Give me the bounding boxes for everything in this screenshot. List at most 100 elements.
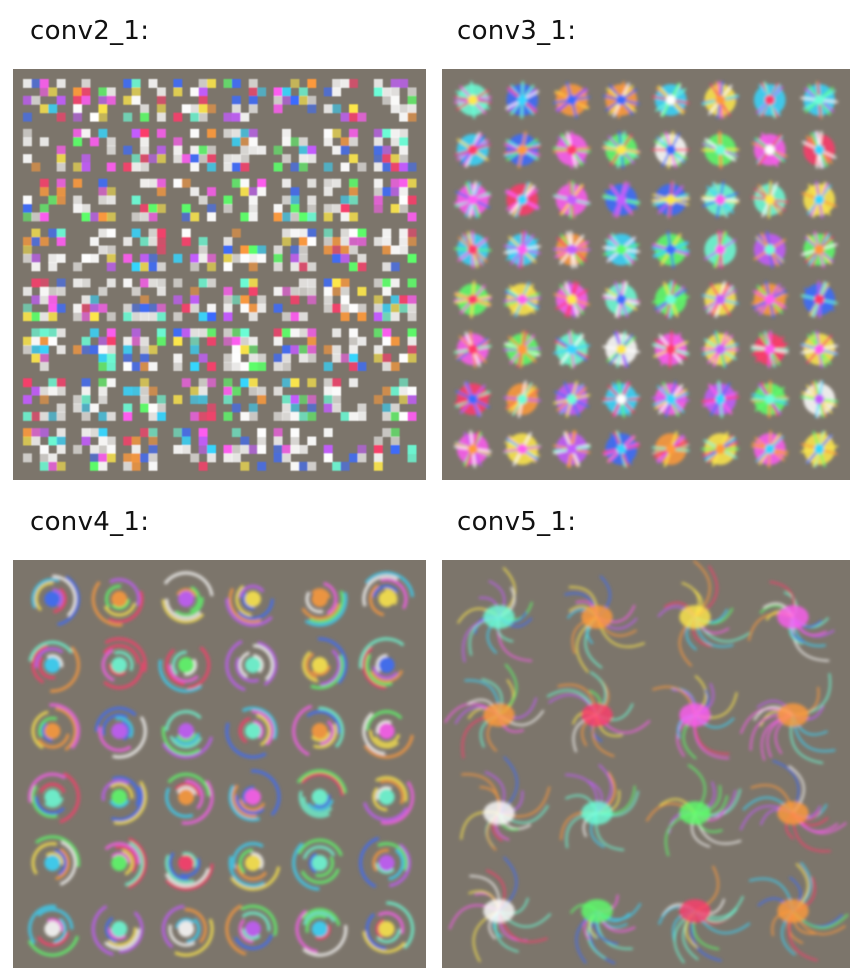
filter-tile [651,180,690,219]
filter-tile [223,178,267,222]
filter-tile [753,81,786,119]
filter-tile [359,836,411,889]
filter-tile [73,228,116,272]
filter-tile [553,280,591,319]
filter-tile [750,380,789,419]
filter-tile [362,710,414,759]
filter-tile [158,646,211,693]
filter-tile [73,178,116,222]
filter-tile [750,330,789,369]
filter-tile [602,380,641,418]
filter-tile [800,430,839,468]
filter-tile [323,278,367,322]
label-conv3-1: conv3_1: [457,16,577,46]
filter-tile [173,278,216,322]
conv2-1-filter-visualizations [23,79,417,471]
filter-tile [602,181,641,219]
filter-tile [223,328,267,371]
filter-tile [503,380,542,418]
filter-tile [73,328,116,371]
filter-tile [273,178,317,222]
filter-tile [28,772,80,824]
filter-tile [503,131,541,169]
filter-tile [602,430,640,468]
filter-tile [652,82,690,118]
filter-tile [301,582,348,627]
filter-tile [273,378,317,421]
filter-tile [564,575,646,674]
filter-tile [223,128,267,172]
filter-tile [454,180,492,219]
filter-tile [448,856,552,963]
filter-tile [701,431,740,467]
filter-tile [173,378,216,421]
filter-tile [123,79,166,122]
filter-tile [373,328,417,371]
filter-tile [131,178,166,222]
filter-tile [323,178,358,222]
filter-tile [703,230,737,269]
filter-tile [323,128,367,172]
filter-tile [323,328,367,371]
filter-tile [161,710,213,759]
filter-tile [454,330,492,369]
filter-tile [91,904,144,956]
conv4-1-filter-visualizations [27,571,415,957]
filter-tile [23,328,66,371]
filter-tile [273,228,317,272]
filter-tile [652,674,738,760]
filter-tile [101,776,147,825]
conv5-1-filter-visualizations [444,560,849,965]
filter-tile [302,637,348,690]
filter-tile [225,706,278,759]
filter-tile [552,131,591,169]
filter-tile [553,180,591,219]
filter-tile [602,232,641,267]
filter-tile [73,128,116,172]
conv3-1-filter-grid [442,69,850,480]
filter-tile [751,430,789,468]
filter-tile [701,81,739,119]
filter-tile [28,640,80,693]
filter-tile [657,560,751,667]
filter-tile [460,756,551,851]
filter-tile [362,901,415,954]
filter-tile [800,330,838,369]
filter-tile [27,904,79,957]
filter-tile [645,763,742,857]
filter-tile [701,280,739,318]
filter-tile [748,861,849,962]
filter-tile [454,131,492,168]
filter-tile [701,330,740,368]
filter-tile [504,181,540,218]
filter-tile [569,894,642,965]
filter-tile [73,378,116,421]
filter-tile [453,230,492,269]
filter-tile [31,703,80,751]
filter-tile [362,571,415,617]
filter-tile [23,428,66,471]
filter-tile [73,79,116,122]
filter-tile [228,769,281,822]
filter-tile [273,328,317,371]
filter-tile [31,835,80,886]
filter-tile [503,431,542,467]
filter-tile [173,79,216,122]
conv4-1-filter-grid [13,560,426,968]
filter-tile [453,280,492,319]
filter-tile [223,278,267,322]
conv5-1-filter-grid [442,560,850,968]
filter-tile [503,230,541,269]
filter-tile [323,428,367,471]
filter-tile [95,706,147,759]
filter-tile [292,704,344,757]
filter-tile [273,128,317,172]
conv3-1-filter-visualizations [453,81,839,468]
label-conv5-1: conv5_1: [457,507,577,537]
filter-tile [173,128,216,172]
filter-tile [225,584,274,627]
filter-tile [751,280,789,319]
filter-tile [652,330,690,369]
filter-tile [453,81,492,119]
filter-tile [658,865,751,964]
